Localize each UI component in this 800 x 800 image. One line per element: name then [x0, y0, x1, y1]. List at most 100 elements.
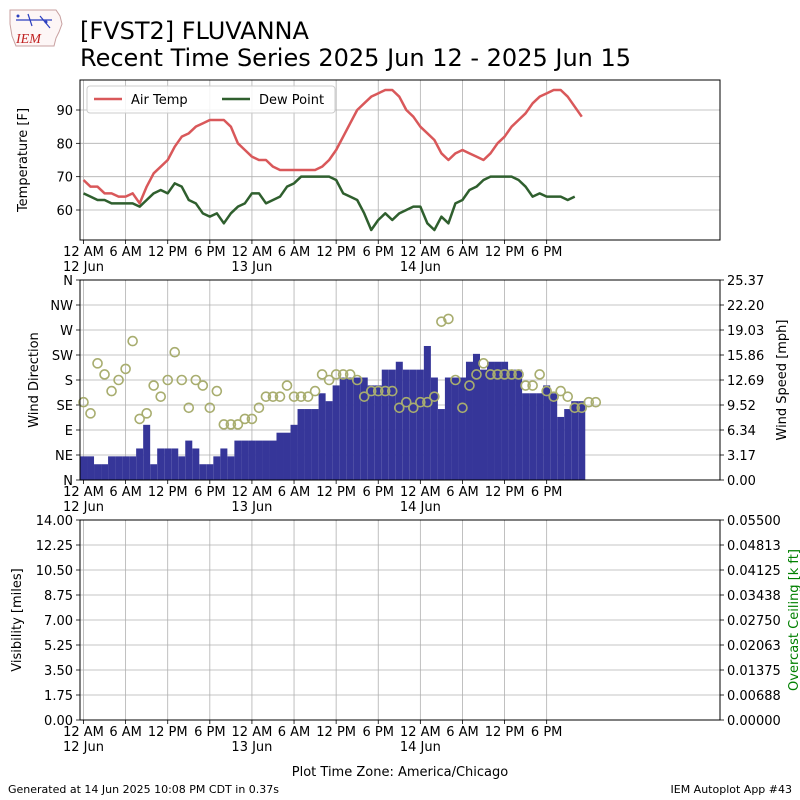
y-tick-label: 5.25: [44, 639, 73, 654]
wind-direction-marker: [183, 402, 195, 414]
wind-direction-marker: [485, 369, 496, 380]
x-tick-label: 6 AM: [446, 245, 479, 260]
wind-direction-marker: [106, 385, 117, 397]
wind-direction-marker: [351, 374, 363, 386]
wind-speed-bar: [571, 401, 579, 480]
y-tick-label: NE: [55, 449, 73, 464]
chart-subtitle: Recent Time Series 2025 Jun 12 - 2025 Ju…: [80, 44, 632, 72]
wind-speed-bar: [311, 409, 319, 480]
wind-speed-bar: [129, 456, 137, 480]
wind-speed-bar: [550, 393, 558, 480]
x-axis-label: Plot Time Zone: America/Chicago: [292, 765, 508, 780]
x-tick-label: 6 PM: [194, 485, 225, 500]
x-tick-label: 12 PM: [485, 245, 525, 260]
wind-direction-marker: [590, 396, 602, 408]
x-tick-label: 6 PM: [194, 725, 225, 740]
wind-speed-bar: [374, 385, 382, 480]
wind-direction-marker: [506, 369, 517, 380]
x-tick-label: 6 AM: [109, 245, 142, 260]
wind-speed-bar: [108, 456, 116, 480]
wind-direction-marker: [232, 419, 244, 430]
x-tick-label: 12 AM: [63, 245, 104, 260]
wind-direction-marker: [113, 374, 124, 386]
legend-box: [86, 85, 336, 114]
iem-logo: IEM: [6, 6, 68, 50]
wind-speed-bar: [276, 432, 284, 480]
wind-speed-bar: [472, 353, 480, 480]
wind-speed-bar: [339, 377, 347, 480]
y2-tick-label: 0.05500: [727, 514, 781, 529]
y2-tick-label: 15.86: [727, 349, 764, 364]
wind-speed-bar: [213, 456, 221, 480]
x-tick-label: 12 AM: [232, 485, 273, 500]
wind-speed-bar: [332, 385, 340, 480]
wind-speed-bar: [290, 424, 298, 480]
x-tick-label: 12 PM: [485, 725, 525, 740]
wind-direction-marker: [288, 391, 300, 402]
wind-speed-bar: [430, 377, 438, 480]
x-tick-label: 12 PM: [148, 245, 188, 260]
legend-label: Air Temp: [131, 93, 188, 108]
wind-direction-marker: [281, 380, 293, 391]
wind-direction-marker: [534, 369, 545, 380]
wind-speed-bar: [325, 401, 333, 480]
wind-speed-bar: [304, 409, 312, 480]
y2-tick-label: 0.02750: [727, 614, 781, 629]
x-tick-label: 6 PM: [531, 485, 562, 500]
y-tick-label: 8.75: [44, 589, 73, 604]
wind-direction-marker: [520, 380, 531, 391]
x-tick-label: 6 AM: [109, 725, 142, 740]
generated-footer: Generated at 14 Jun 2025 10:08 PM CDT in…: [8, 783, 280, 796]
y-tick-label: 0.00: [44, 714, 73, 729]
wind-direction-marker: [253, 402, 265, 414]
wind-direction-marker: [211, 385, 223, 397]
y2-tick-label: 19.03: [727, 324, 764, 339]
x-tick-date-label: 12 Jun: [63, 260, 104, 275]
wind-direction-marker: [443, 313, 454, 325]
wind-direction-marker: [429, 391, 440, 402]
y2-tick-label: 25.37: [727, 274, 764, 289]
wind-speed-bar: [122, 456, 130, 480]
x-tick-date-label: 13 Jun: [231, 260, 272, 275]
wind-direction-marker: [218, 419, 230, 430]
y-tick-label: N: [63, 474, 73, 489]
wind-direction-marker: [548, 391, 559, 402]
wind-speed-bar: [115, 456, 123, 480]
app-footer: IEM Autoplot App #43: [670, 783, 793, 796]
wind-direction-marker: [204, 402, 216, 414]
wind-direction-marker: [162, 374, 174, 386]
wind-speed-bar: [557, 416, 565, 480]
x-tick-label: 12 AM: [400, 725, 441, 740]
y-tick-label: N: [63, 274, 73, 289]
wind-direction-marker: [569, 402, 581, 414]
wind-direction-marker: [197, 380, 209, 391]
x-tick-label: 12 PM: [148, 485, 188, 500]
wind-speed-bar: [136, 448, 144, 480]
wind-direction-marker: [393, 402, 405, 414]
wind-speed-bar: [388, 369, 396, 480]
wind-direction-marker: [141, 408, 152, 419]
wind-direction-marker: [190, 374, 202, 386]
y-tick-label: 80: [56, 137, 73, 152]
wind-speed-bar: [465, 361, 473, 480]
wind-speed-bar: [423, 345, 431, 480]
wind-direction-marker: [576, 402, 588, 414]
wind-direction-marker: [436, 316, 447, 327]
x-tick-label: 12 AM: [232, 725, 273, 740]
wind-direction-marker: [527, 380, 538, 391]
y-tick-label: NW: [50, 299, 73, 314]
x-tick-label: 6 PM: [531, 725, 562, 740]
y2-tick-label: 3.17: [727, 449, 756, 464]
y-tick-label: 10.50: [36, 564, 73, 579]
wind-direction-marker: [541, 385, 552, 397]
wind-speed-bar: [367, 385, 375, 480]
wind-speed-bar: [269, 440, 277, 480]
y-tick-label: 90: [56, 104, 73, 119]
wind-speed-bar: [529, 393, 537, 480]
x-tick-label: 12 PM: [316, 725, 356, 740]
wind-direction-marker: [148, 380, 159, 391]
chart-title: [FVST2] FLUVANNA: [80, 17, 309, 45]
wind-speed-bar: [480, 369, 488, 480]
wind-speed-bar: [416, 369, 424, 480]
